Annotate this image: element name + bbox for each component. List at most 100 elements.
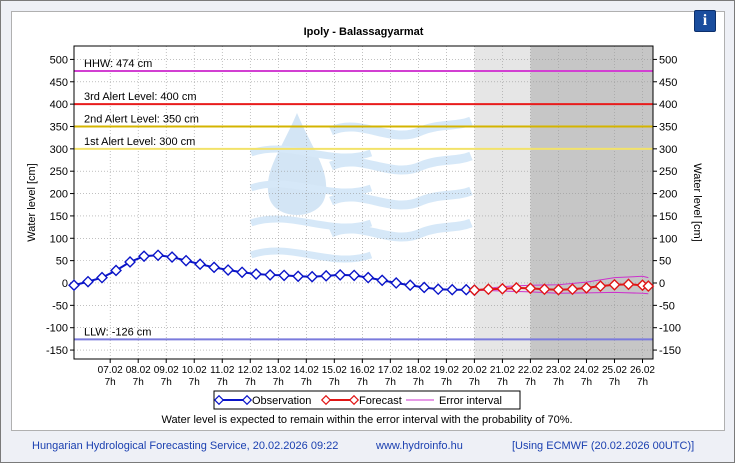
y-tick-label-right: -50 — [659, 300, 675, 312]
observation-point — [320, 269, 333, 282]
legend-label-1: Forecast — [359, 395, 402, 407]
y-tick-label-right: 350 — [659, 121, 677, 133]
legend-label-0: Observation — [252, 395, 311, 407]
observation-point — [236, 266, 249, 279]
reference-label: 1st Alert Level: 300 cm — [84, 136, 195, 148]
watermark-drop-icon — [267, 113, 327, 215]
legend-marker — [213, 394, 225, 406]
x-tick-time: 7h — [609, 377, 620, 388]
x-tick-date: 16.02 — [350, 365, 375, 376]
y-tick-label-left: 0 — [62, 278, 68, 290]
x-tick-time: 7h — [637, 377, 648, 388]
observation-point — [362, 271, 375, 284]
x-tick-date: 08.02 — [126, 365, 151, 376]
y-tick-label-left: 500 — [50, 54, 68, 66]
y-tick-label-right: 200 — [659, 189, 677, 201]
x-tick-time: 7h — [217, 377, 228, 388]
footer-service: Hungarian Hydrological Forecasting Servi… — [32, 440, 339, 452]
observation-point — [222, 264, 235, 276]
forecast-shading-1 — [530, 46, 653, 359]
reference-label: HHW: 474 cm — [84, 58, 152, 70]
watermark-wave-icon — [329, 186, 473, 210]
reference-label: 2nd Alert Level: 350 cm — [84, 113, 199, 125]
x-tick-date: 26.02 — [630, 365, 655, 376]
y-tick-label-right: 50 — [659, 256, 671, 268]
x-tick-date: 15.02 — [322, 365, 347, 376]
x-tick-time: 7h — [553, 377, 564, 388]
y-tick-label-right: 100 — [659, 233, 677, 245]
observation-point — [376, 274, 389, 287]
x-tick-date: 25.02 — [602, 365, 627, 376]
y-tick-label-right: 400 — [659, 99, 677, 111]
observation-point — [348, 269, 361, 282]
observation-point — [152, 249, 164, 262]
footer-website-link[interactable]: www.hydroinfo.hu — [376, 440, 463, 452]
info-button[interactable]: i — [694, 10, 716, 32]
x-tick-date: 23.02 — [546, 365, 571, 376]
y-tick-label-left: 150 — [50, 211, 68, 223]
chart-title: Ipoly - Balassagyarmat — [304, 26, 424, 38]
observation-point — [278, 269, 291, 282]
forecast-point — [510, 281, 523, 294]
observation-point — [166, 251, 178, 263]
x-tick-time: 7h — [525, 377, 536, 388]
observation-point — [334, 268, 347, 281]
forecast-point — [608, 278, 621, 291]
y-tick-label-right: 250 — [659, 166, 677, 178]
forecast-point — [552, 283, 565, 296]
y-tick-label-left: 450 — [50, 77, 68, 89]
reference-label: LLW: -126 cm — [84, 326, 151, 338]
observation-point — [208, 261, 221, 274]
watermark-wave-icon — [249, 145, 373, 161]
x-tick-date: 13.02 — [266, 365, 291, 376]
observation-point — [110, 264, 122, 277]
forecast-point — [580, 281, 593, 294]
y-tick-label-right: 150 — [659, 211, 677, 223]
x-tick-time: 7h — [161, 377, 172, 388]
y-tick-label-left: 100 — [50, 233, 68, 245]
y-tick-label-left: 350 — [50, 121, 68, 133]
x-tick-date: 20.02 — [462, 365, 487, 376]
observation-point — [96, 271, 108, 284]
observation-point — [264, 268, 277, 281]
watermark-wave-icon — [329, 218, 473, 242]
y-axis-label-right: Water level [cm] — [691, 163, 703, 241]
x-tick-date: 24.02 — [574, 365, 599, 376]
observation-point — [292, 270, 305, 283]
x-tick-time: 7h — [469, 377, 480, 388]
x-tick-time: 7h — [441, 377, 452, 388]
x-tick-time: 7h — [581, 377, 592, 388]
watermark-wave-icon — [249, 247, 373, 263]
water-level-chart: -150 -150 -100 -100 -50 -50 0 0 50 50 100 100 150 150… — [26, 26, 703, 426]
x-tick-date: 07.02 — [98, 365, 123, 376]
observation-point — [138, 250, 150, 263]
x-tick-time: 7h — [133, 377, 144, 388]
x-tick-date: 09.02 — [154, 365, 179, 376]
y-tick-label-left: -150 — [46, 345, 68, 357]
observation-point — [418, 281, 431, 294]
watermark-wave-icon — [249, 180, 373, 196]
watermark-wave-icon — [249, 215, 373, 231]
observation-point — [194, 258, 207, 271]
y-tick-label-right: -100 — [659, 323, 681, 335]
observation-point — [82, 275, 94, 288]
y-tick-label-left: 250 — [50, 166, 68, 178]
forecast-point — [622, 278, 635, 291]
x-tick-date: 10.02 — [182, 365, 207, 376]
forecast-point — [642, 280, 655, 293]
forecast-point — [594, 280, 607, 293]
y-axis-label-left: Water level [cm] — [26, 163, 38, 241]
x-tick-date: 17.02 — [378, 365, 403, 376]
observation-point — [404, 279, 417, 292]
legend-label-2: Error interval — [439, 395, 502, 407]
x-tick-time: 7h — [385, 377, 396, 388]
x-tick-time: 7h — [105, 377, 116, 388]
observation-point — [446, 283, 459, 296]
reference-label: 3rd Alert Level: 400 cm — [84, 91, 197, 103]
observation-point — [390, 277, 403, 289]
observation-point — [180, 254, 193, 267]
footer-model: [Using ECMWF (20.02.2026 00UTC)] — [512, 440, 695, 452]
observation-point — [306, 270, 319, 283]
x-tick-date: 21.02 — [490, 365, 515, 376]
